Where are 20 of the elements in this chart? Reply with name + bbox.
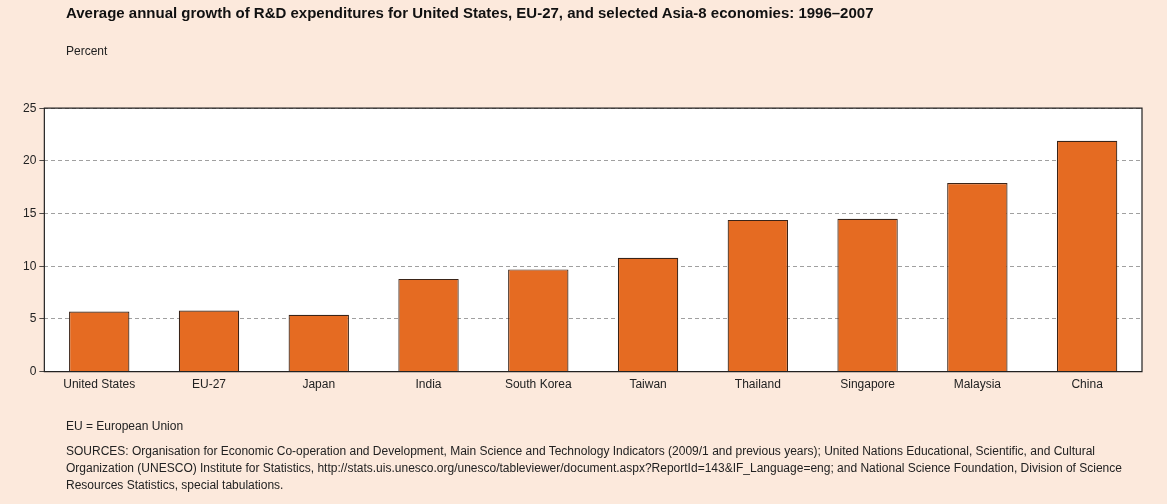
- y-tick-label: 20: [22, 153, 37, 168]
- x-tick-label: Malaysia: [953, 377, 1002, 392]
- x-tick-label: United States: [63, 377, 136, 392]
- x-tick-label: Thailand: [734, 377, 781, 392]
- x-tick-label: India: [415, 377, 442, 392]
- y-tick-label: 5: [29, 311, 37, 326]
- y-tick-label: 10: [22, 258, 37, 273]
- y-tick-label: 25: [22, 100, 37, 115]
- source-note: SOURCES: Organisation for Economic Co-operation and Development, Main Science and Technology Indicators (2009/1 and previous years); United Nations Educational, Scientific, and Cultural Organization (UNESCO) Institute for Statistics, http://stats.uis.unesco.org/unesco/tableviewer/document.aspx?ReportId=143&IF_Language=eng; and National Science Foundation, Division of Science Resources Statistics, special tabulations.: [66, 443, 1123, 494]
- y-axis-title: Percent: [66, 44, 108, 58]
- x-tick-label: South Korea: [504, 377, 572, 392]
- y-tick-label: 0: [29, 363, 37, 378]
- chart-title: Average annual growth of R&D expenditures for United States, EU-27, and selected Asia-8 economies: 1996–2007: [66, 4, 875, 22]
- x-tick-label: Japan: [302, 377, 336, 392]
- y-tick-label: 15: [22, 205, 37, 220]
- x-tick-label: Taiwan: [629, 377, 667, 392]
- text: EU = European Union: [66, 418, 185, 435]
- x-tick-label: Singapore: [840, 377, 896, 392]
- x-tick-label: China: [1071, 377, 1104, 392]
- x-tick-label: EU-27: [191, 377, 227, 392]
